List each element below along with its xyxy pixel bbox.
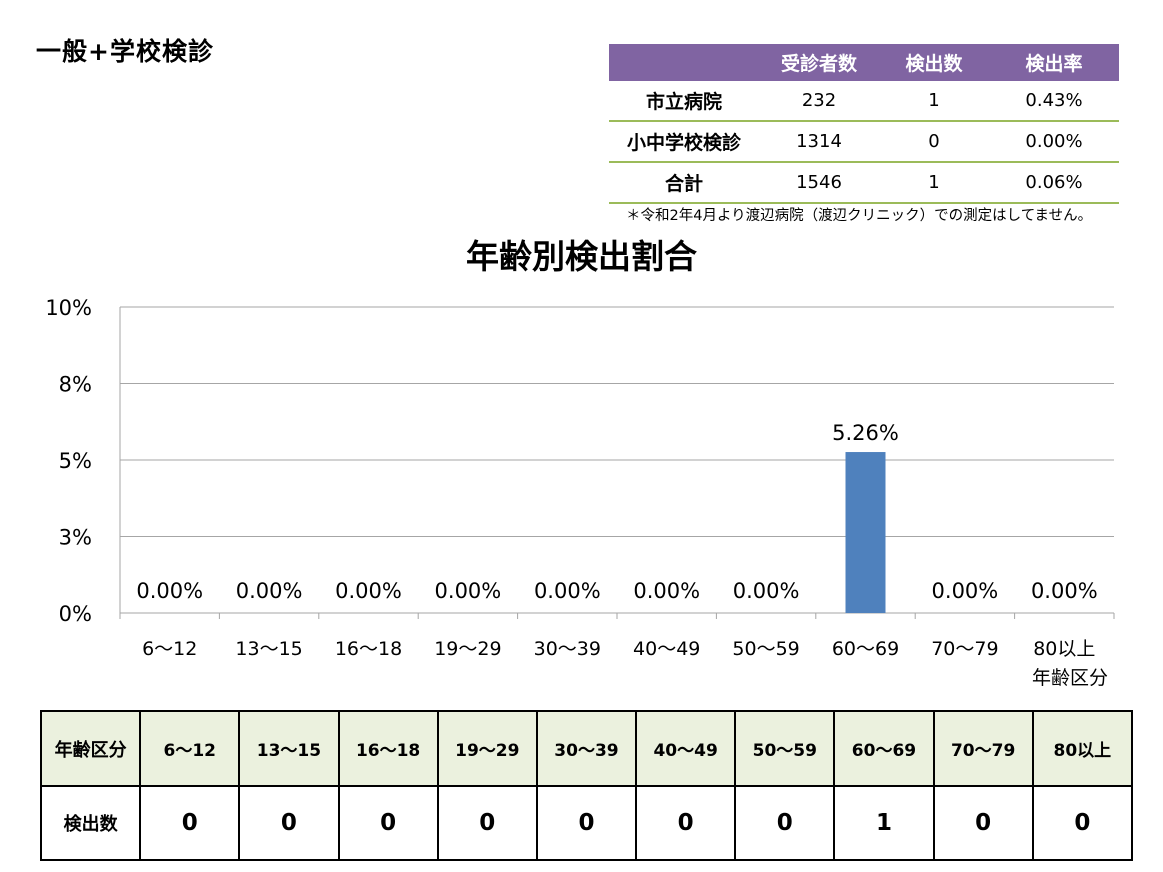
summary-row-total: 合計 1546 1 0.06%	[609, 162, 1119, 204]
bar-chart: 0% 3% 5% 8% 10% 0.00% 6〜12 0.00% 13〜15 0.00% 16〜18…	[45, 296, 1115, 689]
summary-row-detected: 1	[879, 81, 989, 122]
summary-row-rate: 0.43%	[989, 81, 1119, 122]
page-title: 一般+学校検診	[36, 37, 214, 66]
bar	[845, 452, 886, 613]
count-table-count: 0	[635, 785, 737, 861]
count-table-category: 50〜59	[734, 710, 836, 787]
data-label: 0.00%	[136, 579, 203, 603]
data-label: 0.00%	[335, 579, 402, 603]
summary-row-rate: 0.06%	[989, 162, 1119, 204]
data-label: 5.26%	[832, 421, 899, 445]
data-label: 0.00%	[633, 579, 700, 603]
summary-row-detected: 1	[879, 162, 989, 204]
count-table-count: 0	[1031, 785, 1134, 861]
x-tick-label: 70〜79	[931, 638, 998, 660]
count-table-row-label: 検出数	[39, 785, 142, 861]
x-axis-title: 年齢区分	[1032, 667, 1108, 689]
x-tick-label: 19〜29	[434, 638, 501, 660]
summary-row-detected: 0	[879, 121, 989, 163]
count-table-category: 70〜79	[932, 710, 1034, 787]
y-tick-label: 5%	[59, 449, 92, 473]
count-table-category: 16〜18	[337, 710, 439, 787]
count-table-count: 0	[535, 785, 638, 861]
count-table-count: 0	[932, 785, 1034, 861]
summary-row-name: 合計	[609, 162, 759, 204]
y-tick-label: 3%	[59, 526, 92, 550]
x-tick-label: 60〜69	[832, 638, 899, 660]
data-label: 0.00%	[534, 579, 601, 603]
count-table-count: 0	[238, 785, 340, 861]
count-table-header-label: 年齢区分	[39, 710, 142, 787]
count-table-category: 40〜49	[635, 710, 737, 787]
count-table-category: 19〜29	[436, 710, 538, 787]
count-table-count: 0	[139, 785, 241, 861]
summary-row: 市立病院 232 1 0.43%	[609, 81, 1119, 122]
summary-header-rate: 検出率	[989, 44, 1119, 81]
y-tick-label: 8%	[59, 373, 92, 397]
summary-header-blank	[609, 44, 759, 81]
count-table-category: 80以上	[1031, 710, 1134, 787]
summary-row-name: 小中学校検診	[609, 121, 759, 163]
x-tick-label: 80以上	[1033, 638, 1095, 660]
summary-header-row: 受診者数 検出数 検出率	[609, 44, 1119, 81]
chart-title: 年齢別検出割合	[466, 237, 697, 276]
data-label: 0.00%	[1031, 579, 1098, 603]
count-table-category: 60〜69	[833, 710, 935, 787]
count-table-count: 0	[436, 785, 538, 861]
summary-row-name: 市立病院	[609, 81, 759, 122]
count-table-category: 13〜15	[238, 710, 340, 787]
count-table: 年齢区分 6〜12 13〜15 16〜18 19〜29 30〜39 40〜49 50〜59 6…	[39, 710, 1134, 861]
count-table-header-row: 年齢区分 6〜12 13〜15 16〜18 19〜29 30〜39 40〜49 50〜59 6…	[39, 710, 1134, 787]
count-table-count: 0	[734, 785, 836, 861]
summary-header-examinees: 受診者数	[759, 44, 879, 81]
data-label: 0.00%	[733, 579, 800, 603]
summary-header-detected: 検出数	[879, 44, 989, 81]
summary-row-examinees: 1314	[759, 121, 879, 163]
summary-row: 小中学校検診 1314 0 0.00%	[609, 121, 1119, 163]
count-table-category: 6〜12	[139, 710, 241, 787]
data-label: 0.00%	[236, 579, 303, 603]
y-tick-label: 0%	[59, 602, 92, 626]
count-table-count: 0	[337, 785, 439, 861]
x-tick-label: 6〜12	[142, 638, 197, 660]
y-tick-label: 10%	[45, 296, 92, 320]
x-tick-label: 40〜49	[633, 638, 700, 660]
x-tick-label: 50〜59	[732, 638, 799, 660]
summary-table: 受診者数 検出数 検出率 市立病院 232 1 0.43% 小中学校検診 131…	[609, 44, 1119, 204]
summary-row-rate: 0.00%	[989, 121, 1119, 163]
x-tick-label: 16〜18	[335, 638, 402, 660]
summary-row-examinees: 1546	[759, 162, 879, 204]
data-label: 0.00%	[932, 579, 999, 603]
x-tick-label: 13〜15	[235, 638, 302, 660]
summary-row-examinees: 232	[759, 81, 879, 122]
count-table-category: 30〜39	[535, 710, 638, 787]
count-table-count: 1	[833, 785, 935, 861]
footnote: ＊令和2年4月より渡辺病院（渡辺クリニック）での測定はしてません。	[626, 208, 1093, 224]
data-label: 0.00%	[435, 579, 502, 603]
x-tick-label: 30〜39	[534, 638, 601, 660]
